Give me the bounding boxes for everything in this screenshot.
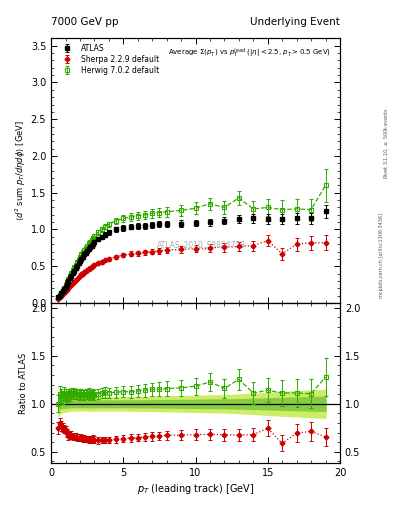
X-axis label: $p_T$ (leading track) [GeV]: $p_T$ (leading track) [GeV] [137,482,254,497]
Text: mcplots.cern.ch [arXiv:1306.3436]: mcplots.cern.ch [arXiv:1306.3436] [380,214,384,298]
Text: Rivet 3.1.10, $\geq$ 500k events: Rivet 3.1.10, $\geq$ 500k events [382,108,390,179]
Text: Average $\Sigma(p_T)$ vs $p_T^{lead}$ ($|\eta| < 2.5$, $p_T > 0.5$ GeV): Average $\Sigma(p_T)$ vs $p_T^{lead}$ ($… [168,47,331,59]
Y-axis label: $\langle d^2$ sum $p_T/d\eta d\phi\rangle$ [GeV]: $\langle d^2$ sum $p_T/d\eta d\phi\rangl… [13,120,28,221]
Text: Underlying Event: Underlying Event [250,16,340,27]
Legend: ATLAS, Sherpa 2.2.9 default, Herwig 7.0.2 default: ATLAS, Sherpa 2.2.9 default, Herwig 7.0.… [55,42,161,76]
Text: ATLAS_2010_S8894728: ATLAS_2010_S8894728 [157,240,246,249]
Y-axis label: Ratio to ATLAS: Ratio to ATLAS [19,353,28,414]
Text: 7000 GeV pp: 7000 GeV pp [51,16,119,27]
